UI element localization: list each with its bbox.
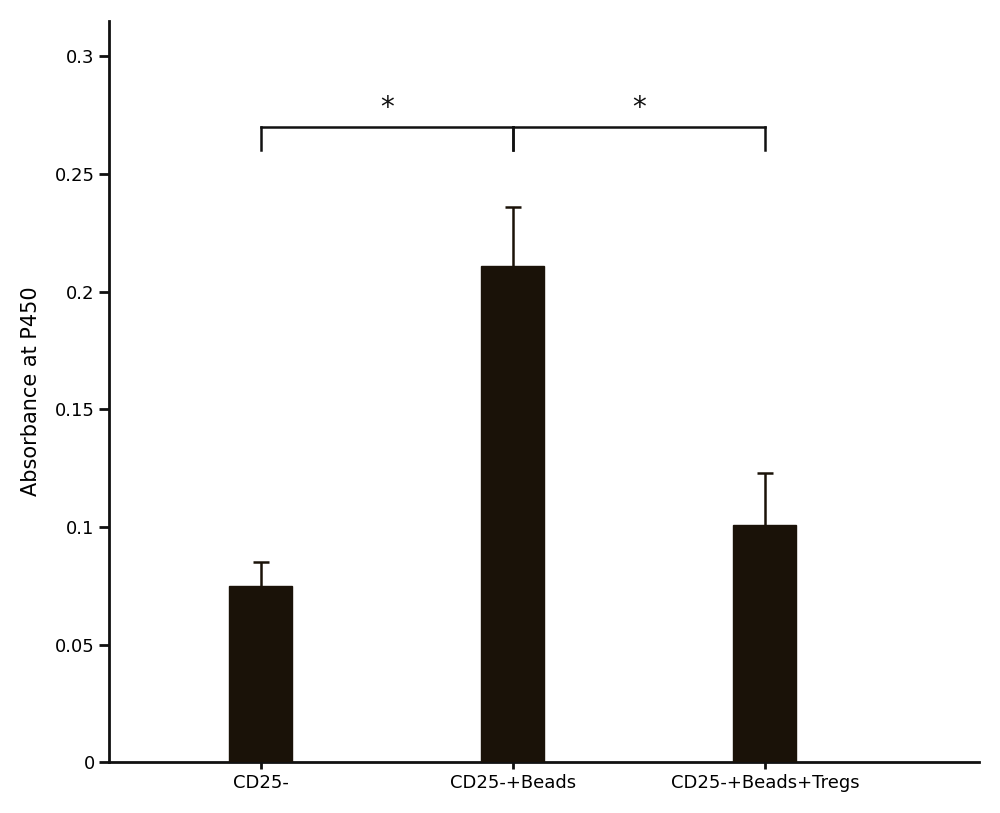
Text: *: *: [380, 94, 394, 122]
Text: *: *: [632, 94, 646, 122]
Bar: [229, 586, 292, 763]
Bar: [481, 266, 544, 763]
Y-axis label: Absorbance at P450: Absorbance at P450: [21, 287, 41, 497]
Bar: [733, 524, 796, 763]
